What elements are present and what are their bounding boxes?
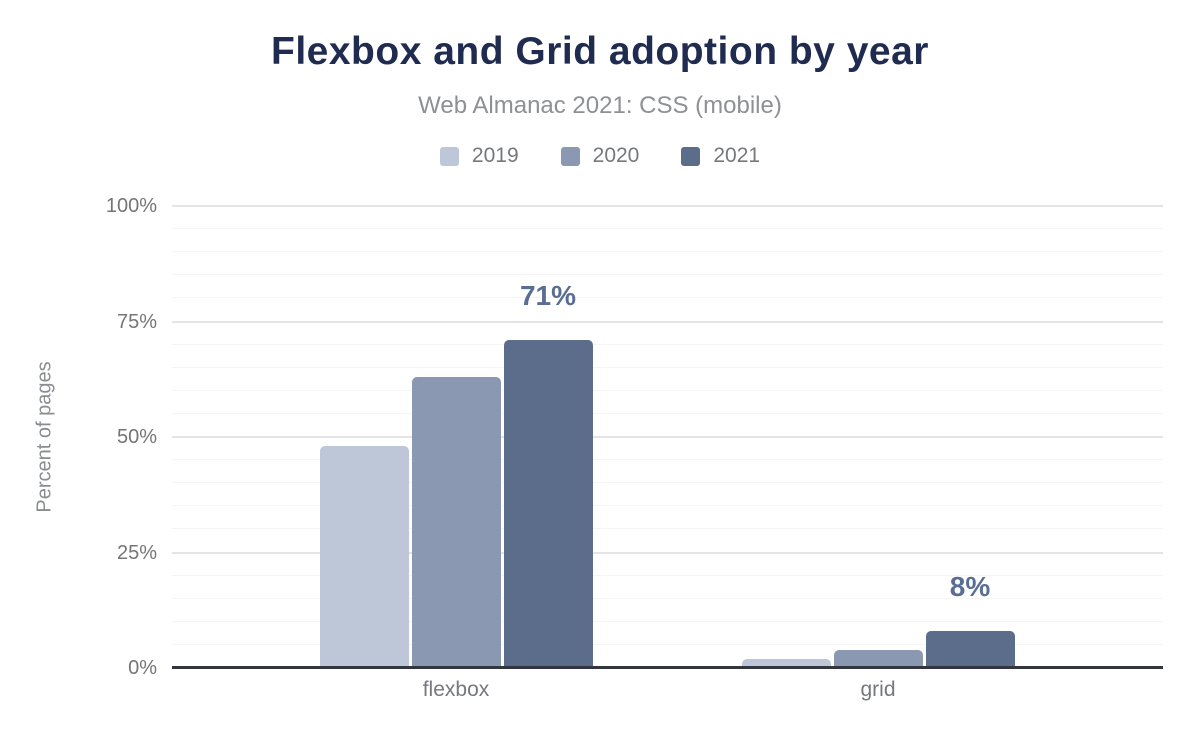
gridline-minor-10: [172, 620, 1163, 622]
bar-grid-2019: [741, 658, 831, 668]
gridline-minor-35: [172, 505, 1163, 507]
gridline-minor-90: [172, 251, 1163, 253]
gridline-major-75: [172, 320, 1163, 323]
bar-flexbox-2020: [411, 376, 501, 668]
bar-grid-2020: [833, 649, 923, 668]
y-tick-label-0%: 0%: [128, 657, 157, 679]
x-axis-label-flexbox: flexbox: [422, 678, 490, 701]
legend: 2019 2020 2021: [0, 144, 1200, 168]
legend-swatch-2019: [439, 146, 459, 166]
bar-flexbox-2021: [503, 339, 593, 668]
y-tick-label-25%: 25%: [116, 541, 157, 564]
gridline-minor-30: [172, 528, 1163, 530]
gridline-minor-60: [172, 389, 1163, 391]
bar-grid-2021: [925, 631, 1015, 668]
bar-value-label-grid: 8%: [949, 571, 991, 603]
bar-value-label-flexbox: 71%: [519, 279, 577, 311]
legend-item-2021: 2021: [681, 144, 760, 168]
y-axis-title: Percent of pages: [33, 361, 56, 513]
gridline-minor-15: [172, 597, 1163, 599]
gridline-minor-45: [172, 459, 1163, 461]
gridline-major-100: [172, 205, 1163, 207]
legend-label: 2020: [592, 144, 640, 167]
gridline-minor-20: [172, 574, 1163, 576]
gridline-minor-5: [172, 643, 1163, 645]
gridline-minor-55: [172, 412, 1163, 414]
gridline-major-50: [172, 436, 1163, 438]
x-axis-label-grid: grid: [860, 678, 896, 701]
legend-label: 2021: [713, 144, 761, 167]
y-tick-label-75%: 75%: [116, 310, 157, 333]
legend-label: 2019: [471, 144, 519, 167]
gridline-minor-80: [172, 297, 1163, 299]
chart-title: Flexbox and Grid adoption by year: [271, 30, 929, 73]
bar-flexbox-2019: [319, 446, 409, 668]
gridline-minor-85: [172, 274, 1163, 276]
gridline-major-25: [172, 551, 1163, 554]
legend-swatch-2020: [560, 146, 580, 166]
gridline-minor-70: [172, 343, 1163, 345]
gridline-minor-95: [172, 228, 1163, 230]
y-tick-label-100%: 100%: [105, 195, 157, 217]
legend-item-2020: 2020: [560, 144, 640, 168]
gridline-minor-40: [172, 482, 1163, 484]
x-axis-line: [172, 666, 1163, 669]
legend-swatch-2021: [681, 146, 701, 166]
legend-item-2019: 2019: [439, 144, 519, 168]
y-tick-label-50%: 50%: [116, 426, 157, 448]
gridline-minor-65: [172, 366, 1163, 368]
plot-area: 71% 8%: [172, 205, 1163, 669]
chart-subtitle: Web Almanac 2021: CSS (mobile): [418, 92, 782, 119]
